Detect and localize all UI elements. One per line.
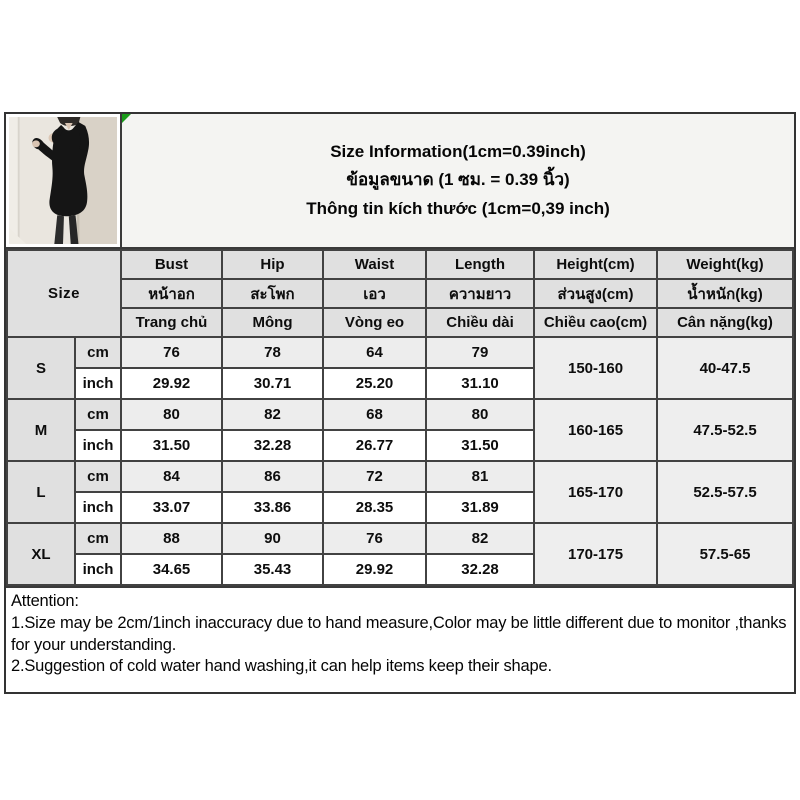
m-waist-cm: 68 (322, 398, 428, 431)
l-length-cm: 81 (425, 460, 536, 493)
col-bust-en: Bust (120, 249, 224, 280)
product-photo (6, 114, 122, 247)
attention-title: Attention: (11, 592, 79, 610)
size-label-l: L (6, 460, 76, 524)
size-chart-sheet: Size Information(1cm=0.39inch) ข้อมูลขนา… (4, 112, 796, 694)
row-l-inch: inch 33.07 33.86 28.35 31.89 (7, 491, 793, 524)
col-bust-vi: Trang chủ (120, 307, 224, 338)
unit-cm: cm (73, 460, 123, 493)
l-bust-inch: 33.07 (120, 491, 224, 524)
m-bust-inch: 31.50 (120, 429, 224, 462)
col-weight-th: น้ำหนัก(kg) (656, 278, 794, 309)
unit-inch: inch (73, 429, 123, 462)
col-bust-th: หน้าอก (120, 278, 224, 309)
col-weight-en: Weight(kg) (656, 249, 794, 280)
s-length-cm: 79 (425, 336, 536, 369)
row-m-cm: M cm 80 82 68 80 160-165 47.5-52.5 (6, 398, 794, 462)
col-height-en: Height(cm) (533, 249, 659, 280)
s-hip-cm: 78 (221, 336, 325, 369)
col-waist-vi: Vòng eo (322, 307, 428, 338)
xl-hip-cm: 90 (221, 522, 325, 555)
unit-cm: cm (73, 398, 123, 431)
col-hip-th: สะโพก (221, 278, 325, 309)
m-height-range: 160-165 (533, 398, 659, 462)
header-row: Size Information(1cm=0.39inch) ข้อมูลขนา… (6, 114, 794, 249)
unit-cm: cm (73, 336, 123, 369)
m-weight-range: 47.5-52.5 (656, 398, 794, 462)
header-row-vi: Trang chủ Mông Vòng eo Chiều dài Chiều c… (7, 307, 794, 338)
header-row-en: Size Bust Hip Waist Length Height(cm) We… (5, 249, 794, 338)
size-label-xl: XL (6, 522, 76, 586)
row-xl-inch: inch 34.65 35.43 29.92 32.28 (7, 553, 793, 586)
l-length-inch: 31.89 (425, 491, 536, 524)
l-weight-range: 52.5-57.5 (656, 460, 794, 524)
row-s-inch: inch 29.92 30.71 25.20 31.10 (7, 367, 793, 400)
title-en: Size Information(1cm=0.39inch) (330, 141, 586, 161)
s-hip-inch: 30.71 (221, 367, 325, 400)
m-length-cm: 80 (425, 398, 536, 431)
col-length-vi: Chiều dài (425, 307, 536, 338)
xl-weight-range: 57.5-65 (656, 522, 794, 586)
header-row-th: หน้าอก สะโพก เอว ความยาว ส่วนสูง(cm) น้ำ… (7, 278, 794, 309)
col-waist-en: Waist (322, 249, 428, 280)
size-corner-cell: Size (5, 249, 123, 338)
col-weight-vi: Cân nặng(kg) (656, 307, 794, 338)
row-xl-cm: XL cm 88 90 76 82 170-175 57.5-65 (6, 522, 794, 586)
attention-line-2: 2.Suggestion of cold water hand washing,… (11, 657, 552, 676)
col-height-vi: Chiều cao(cm) (533, 307, 659, 338)
xl-waist-inch: 29.92 (322, 553, 428, 586)
l-bust-cm: 84 (120, 460, 224, 493)
size-table: Size Bust Hip Waist Length Height(cm) We… (5, 249, 794, 586)
col-height-th: ส่วนสูง(cm) (533, 278, 659, 309)
xl-height-range: 170-175 (533, 522, 659, 586)
dress-photo-illustration (9, 117, 117, 244)
s-length-inch: 31.10 (425, 367, 536, 400)
title-th: ข้อมูลขนาด (1 ซม. = 0.39 นิ้ว) (346, 170, 570, 190)
s-waist-cm: 64 (322, 336, 428, 369)
size-information-title-block: Size Information(1cm=0.39inch) ข้อมูลขนา… (122, 114, 794, 247)
l-hip-cm: 86 (221, 460, 325, 493)
m-hip-cm: 82 (221, 398, 325, 431)
unit-cm: cm (73, 522, 123, 555)
row-l-cm: L cm 84 86 72 81 165-170 52.5-57.5 (6, 460, 794, 524)
m-length-inch: 31.50 (425, 429, 536, 462)
m-waist-inch: 26.77 (322, 429, 428, 462)
s-bust-inch: 29.92 (120, 367, 224, 400)
col-waist-th: เอว (322, 278, 428, 309)
row-m-inch: inch 31.50 32.28 26.77 31.50 (7, 429, 793, 462)
l-hip-inch: 33.86 (221, 491, 325, 524)
l-waist-inch: 28.35 (322, 491, 428, 524)
row-s-cm: S cm 76 78 64 79 150-160 40-47.5 (6, 336, 794, 400)
col-hip-vi: Mông (221, 307, 325, 338)
size-label-m: M (6, 398, 76, 462)
size-label-s: S (6, 336, 76, 400)
xl-waist-cm: 76 (322, 522, 428, 555)
s-height-range: 150-160 (533, 336, 659, 400)
s-bust-cm: 76 (120, 336, 224, 369)
title-vi: Thông tin kích thước (1cm=0,39 inch) (306, 198, 610, 218)
xl-bust-cm: 88 (120, 522, 224, 555)
green-corner-marker-icon (122, 114, 131, 123)
unit-inch: inch (73, 553, 123, 586)
xl-length-cm: 82 (425, 522, 536, 555)
unit-inch: inch (73, 491, 123, 524)
l-waist-cm: 72 (322, 460, 428, 493)
m-bust-cm: 80 (120, 398, 224, 431)
xl-length-inch: 32.28 (425, 553, 536, 586)
s-weight-range: 40-47.5 (656, 336, 794, 400)
m-hip-inch: 32.28 (221, 429, 325, 462)
col-hip-en: Hip (221, 249, 325, 280)
unit-inch: inch (73, 367, 123, 400)
attention-note: Attention: 1.Size may be 2cm/1inch inacc… (6, 586, 794, 692)
col-length-en: Length (425, 249, 536, 280)
xl-bust-inch: 34.65 (120, 553, 224, 586)
xl-hip-inch: 35.43 (221, 553, 325, 586)
col-length-th: ความยาว (425, 278, 536, 309)
s-waist-inch: 25.20 (322, 367, 428, 400)
l-height-range: 165-170 (533, 460, 659, 524)
attention-line-1: 1.Size may be 2cm/1inch inaccuracy due t… (11, 613, 787, 654)
